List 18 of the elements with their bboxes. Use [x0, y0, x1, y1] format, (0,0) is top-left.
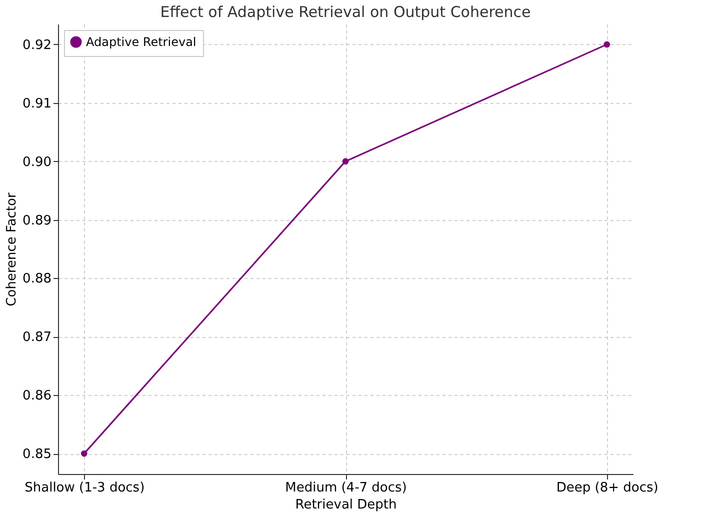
y-tick-label: 0.89 [22, 213, 52, 228]
x-tick-label: Deep (8+ docs) [556, 480, 658, 496]
point [80, 450, 88, 457]
legend-label: Adaptive Retrieval [86, 35, 196, 49]
x-tick-label: Medium (4-7 docs) [285, 480, 407, 496]
x-tick-label: Shallow (1-3 docs) [24, 480, 145, 496]
y-tick-label: 0.86 [22, 388, 52, 404]
y-tick-label: 0.88 [22, 272, 52, 287]
y-tick-label: 0.92 [22, 38, 52, 53]
y-tick-label: 0.91 [22, 96, 52, 112]
chart-title: Effect of Adaptive Retrieval on Output Coherence [160, 3, 531, 21]
y-axis-title: Coherence Factor [4, 192, 20, 306]
y-tick-label: 0.85 [22, 447, 52, 462]
point [604, 41, 610, 48]
x-axis-title: Retrieval Depth [295, 498, 397, 512]
y-tick-label: 0.87 [22, 330, 52, 346]
y-tick-label: 0.90 [22, 154, 52, 170]
point [342, 158, 349, 164]
